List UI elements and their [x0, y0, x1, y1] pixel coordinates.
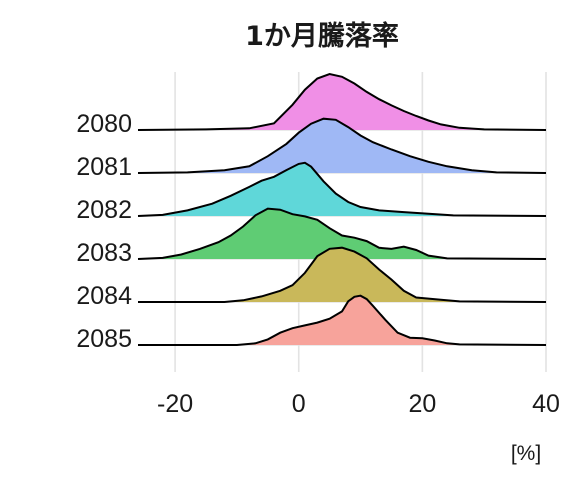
- ridge-line-2085: [138, 294, 547, 346]
- x-tick-label: -20: [157, 390, 193, 418]
- ridge-fill-2082: [138, 162, 546, 216]
- ridge-fill-2085: [138, 295, 546, 345]
- ridge-line-2080: [137, 72, 547, 131]
- y-tick-label: 2082: [76, 196, 132, 224]
- y-tick-label: 2080: [76, 110, 132, 138]
- x-tick-label: 0: [292, 390, 306, 418]
- x-tick-label: 20: [408, 390, 436, 418]
- ridge-fill-2083: [138, 208, 546, 259]
- x-tick-labels: -20 0 20 40: [157, 390, 560, 418]
- x-tick-label: 40: [532, 390, 560, 418]
- ridge-line-2084: [138, 246, 547, 303]
- x-axis-unit: [%]: [511, 442, 541, 465]
- ridge-line-2081: [137, 117, 547, 174]
- ridges: [137, 72, 547, 346]
- ridge-fill-2084: [138, 247, 546, 302]
- y-tick-label: 2081: [76, 153, 132, 181]
- ridge-fill-2081: [138, 118, 546, 173]
- ridge-fill-2080: [138, 74, 546, 130]
- ridge-line-2082: [137, 161, 547, 217]
- y-tick-labels: 2080 2081 2082 2083 2084 2085: [76, 110, 132, 353]
- ridge-line-2083: [137, 207, 547, 260]
- chart-title: 1か月騰落率: [245, 20, 399, 52]
- y-tick-label: 2083: [76, 239, 132, 267]
- y-tick-label: 2085: [76, 325, 132, 353]
- y-tick-label: 2084: [76, 282, 132, 310]
